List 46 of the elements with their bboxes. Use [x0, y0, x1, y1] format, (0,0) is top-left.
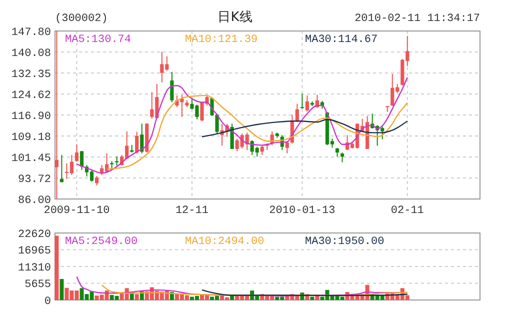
y-tick-label: 16965: [18, 246, 51, 258]
candlestick: [300, 93, 304, 110]
bar: [130, 293, 134, 300]
candlestick: [135, 131, 139, 154]
x-tick-label: 2010-01-13: [269, 205, 336, 217]
bar: [134, 294, 139, 300]
y-tick-label: 0: [44, 296, 51, 308]
text: MA30:114.67: [305, 34, 378, 46]
candlestick: [285, 140, 289, 154]
y-tick-label: 101.45: [11, 152, 51, 165]
bar: [54, 236, 59, 300]
line-series: [76, 76, 408, 174]
candlestick: [295, 103, 299, 123]
y-tick-label: 93.72: [18, 174, 51, 186]
candlestick: [94, 175, 99, 186]
bar: [60, 278, 64, 300]
candlestick: [170, 71, 174, 103]
text: MA5:130.74: [65, 34, 132, 46]
y-tick-label: 109.18: [11, 132, 51, 144]
y-tick-label: 5655: [24, 279, 51, 292]
y-tick-label: 22620: [18, 228, 51, 241]
text: MA5:2549.00: [65, 236, 138, 248]
bar: [310, 296, 314, 300]
candlestick: [54, 30, 58, 200]
text: MA10:2494.00: [185, 236, 264, 248]
x-tick-label: 12-11: [175, 205, 209, 217]
candlestick: [305, 94, 309, 112]
y-tick-label: 132.35: [11, 68, 51, 81]
x-tick-label: 02-11: [390, 205, 424, 217]
candlestick: [74, 144, 79, 162]
text: (300002): [55, 13, 108, 25]
y-tick-label: 147.80: [11, 26, 51, 39]
chart-subtitle: 2010-02-11 11:34:17: [354, 13, 480, 25]
chart-title: 日K线: [218, 10, 252, 25]
y-tick-label: 11310: [18, 262, 51, 274]
candlestick: [115, 156, 119, 166]
y-tick-label: 86.00: [18, 194, 51, 207]
x-tick-label: 2009-11-10: [44, 205, 110, 217]
text: MA10:121.39: [185, 34, 258, 46]
candlestick: [260, 145, 264, 156]
candlestick: [340, 152, 344, 163]
y-tick-label: 124.62: [11, 90, 51, 102]
y-tick-label: 140.08: [11, 48, 51, 60]
y-tick-label: 116.90: [11, 110, 51, 123]
text: MA30:1950.00: [305, 236, 384, 248]
candlestick: [80, 150, 84, 170]
